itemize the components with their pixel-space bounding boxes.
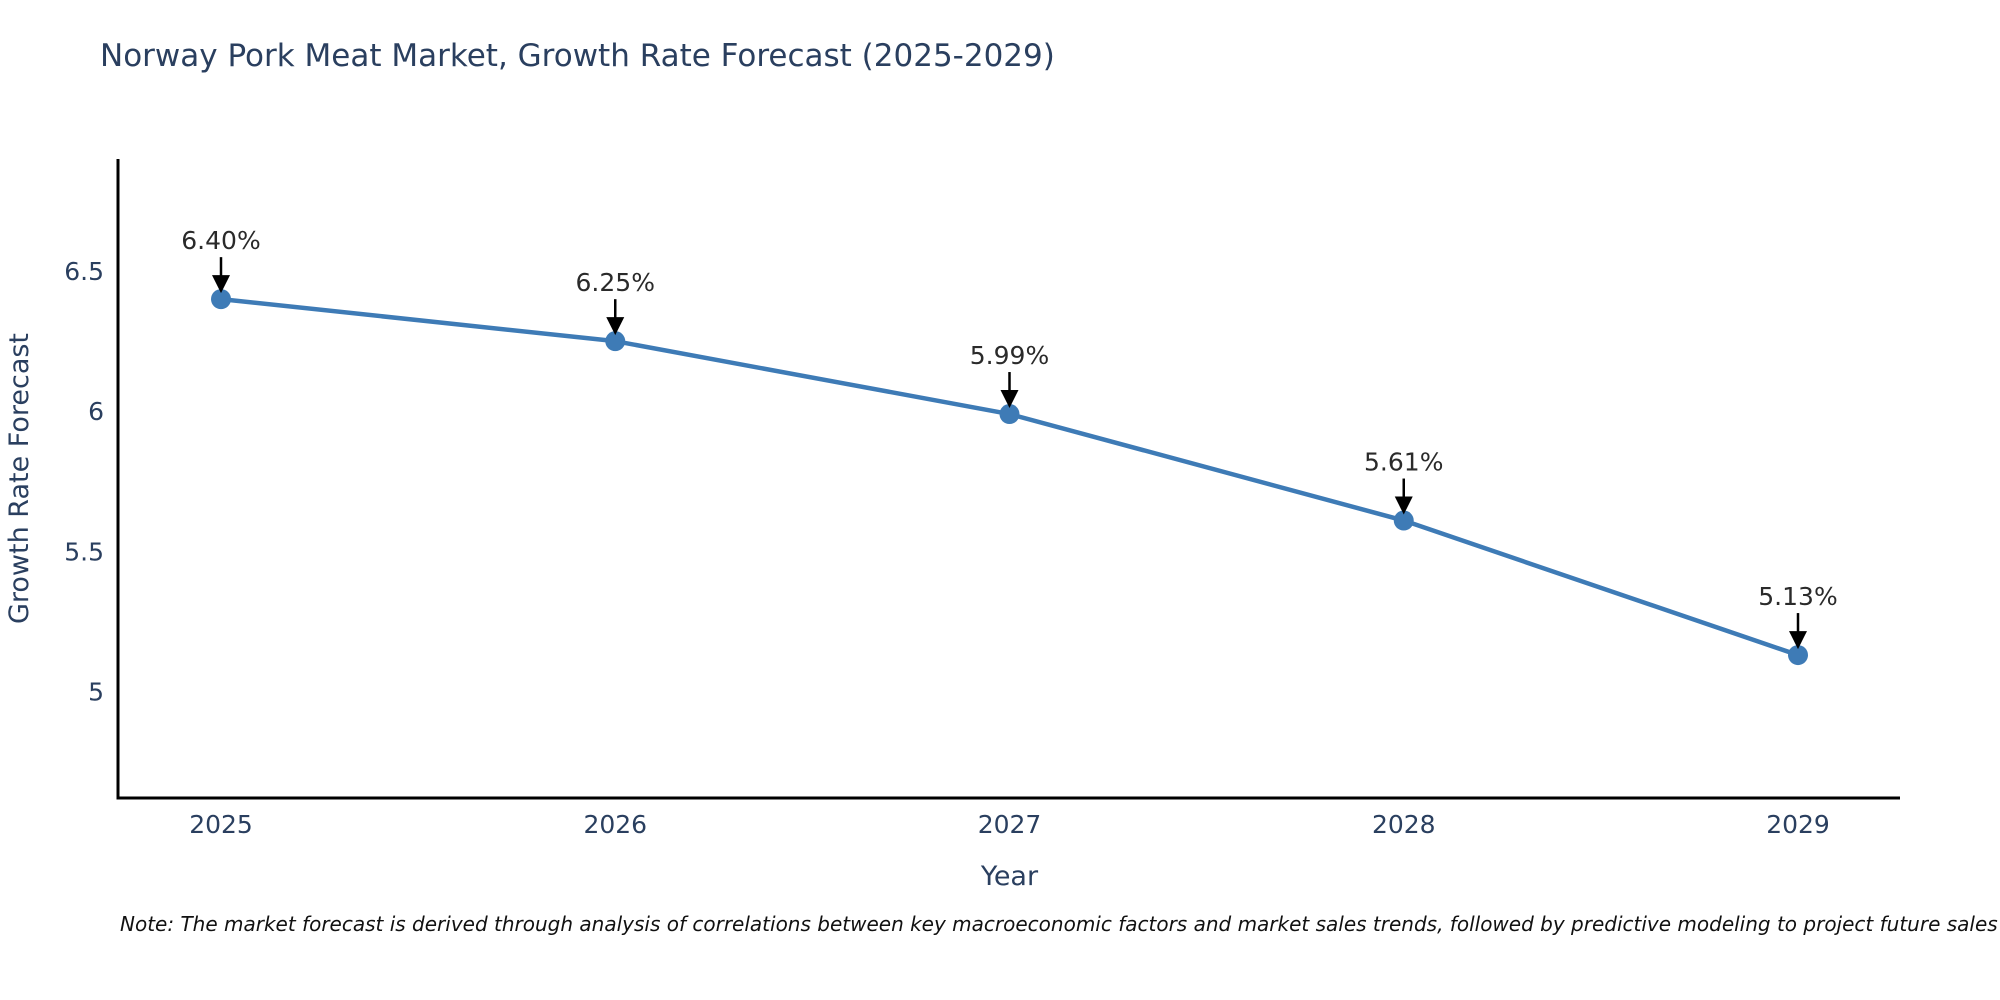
data-point bbox=[605, 331, 626, 352]
data-point bbox=[1788, 645, 1808, 666]
y-axis-title: Growth Rate Forecast bbox=[4, 333, 35, 624]
x-tick-label: 2027 bbox=[978, 810, 1042, 839]
y-tick-label: 5.5 bbox=[64, 537, 104, 566]
point-label: 5.61% bbox=[1364, 448, 1443, 477]
x-tick-label: 2025 bbox=[189, 810, 253, 839]
data-point bbox=[1393, 510, 1414, 531]
data-point bbox=[211, 289, 231, 310]
annotation-arrowhead bbox=[212, 275, 230, 294]
y-tick-label: 6 bbox=[88, 397, 104, 426]
y-tick-label: 5 bbox=[88, 678, 104, 707]
annotation-arrowhead bbox=[1000, 390, 1019, 409]
x-axis-title: Year bbox=[980, 861, 1039, 892]
point-label: 5.99% bbox=[970, 341, 1049, 370]
point-label: 6.40% bbox=[181, 226, 260, 255]
x-tick-label: 2029 bbox=[1766, 810, 1830, 839]
point-label: 5.13% bbox=[1758, 582, 1837, 611]
point-label: 6.25% bbox=[576, 268, 655, 297]
y-tick-label: 6.5 bbox=[64, 257, 104, 286]
chart-title: Norway Pork Meat Market, Growth Rate For… bbox=[100, 38, 1055, 74]
x-tick-label: 2028 bbox=[1372, 810, 1436, 839]
annotation-arrowhead bbox=[1789, 631, 1807, 650]
x-tick-label: 2026 bbox=[583, 810, 647, 839]
chart-footnote: Note: The market forecast is derived thr… bbox=[120, 912, 1998, 936]
annotation-arrowhead bbox=[606, 317, 625, 336]
data-point bbox=[999, 404, 1020, 425]
annotation-arrowhead bbox=[1394, 496, 1413, 515]
